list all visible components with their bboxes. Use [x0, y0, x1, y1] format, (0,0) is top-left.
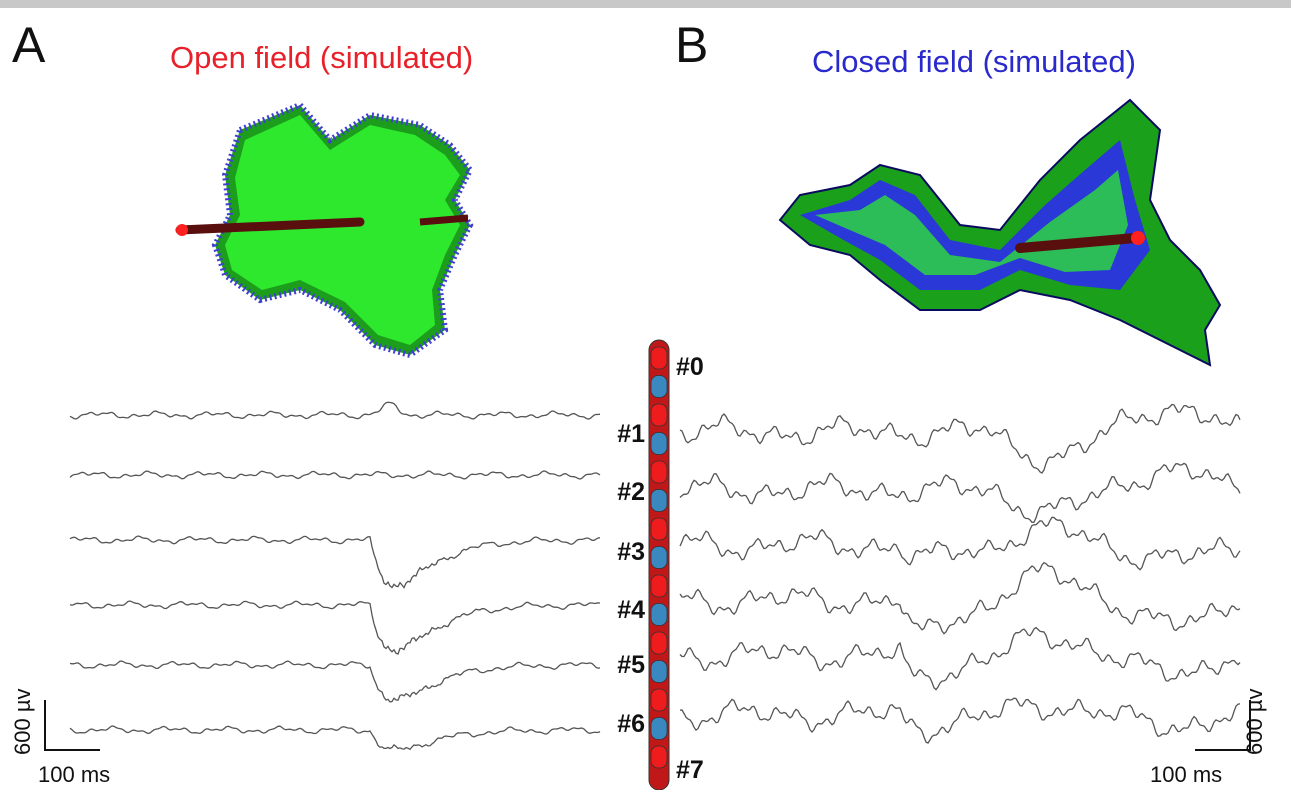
electrode-contact [650, 660, 668, 683]
electrode-contact [650, 631, 668, 655]
scale-bar [1195, 700, 1251, 751]
electrode-contact [650, 574, 668, 598]
trace [69, 725, 601, 751]
panel-label: B [675, 17, 708, 73]
trace [69, 401, 601, 420]
channel-label: #6 [617, 710, 645, 738]
scale-amplitude: 600 µv [1242, 689, 1267, 756]
trace [69, 470, 601, 480]
electrode-contact [650, 432, 668, 455]
trace [679, 626, 1241, 691]
top-bar [0, 0, 1291, 8]
electrode-contact [650, 489, 668, 512]
electrode-contact [650, 403, 668, 427]
trace [679, 516, 1241, 571]
trace [679, 561, 1241, 635]
scale-time: 100 ms [1150, 762, 1222, 787]
channel-label: #2 [617, 478, 645, 506]
electrode-contact [650, 346, 668, 370]
trace [69, 660, 601, 703]
panel-title: Open field (simulated) [170, 40, 473, 75]
scale-time: 100 ms [38, 762, 110, 787]
channel-label: #7 [676, 756, 704, 784]
scale-amplitude: 600 µv [10, 689, 35, 756]
electrode [648, 339, 670, 790]
channel-label: #5 [617, 651, 645, 679]
trace [69, 600, 601, 655]
electrode-contact [650, 688, 668, 712]
scale-bar [44, 700, 100, 751]
panel-label: A [12, 17, 46, 73]
channel-label: #4 [617, 596, 645, 624]
electrode-contact [650, 745, 668, 769]
trace [679, 462, 1241, 523]
trace [679, 697, 1241, 744]
traces [69, 401, 1241, 751]
electrode-contact [650, 603, 668, 626]
electrode-contact [650, 546, 668, 569]
electrode-contact [650, 375, 668, 398]
trace [679, 403, 1241, 474]
channel-label: #3 [617, 538, 645, 566]
electrode-contact [650, 460, 668, 484]
electrode-contact [650, 717, 668, 740]
channel-label: #1 [617, 420, 645, 448]
trace [69, 535, 601, 589]
mesh-closed [778, 98, 1222, 367]
panel-title: Closed field (simulated) [812, 44, 1136, 79]
electrode-contact [650, 517, 668, 541]
mesh-open [175, 101, 474, 359]
channel-label: #0 [676, 353, 704, 381]
